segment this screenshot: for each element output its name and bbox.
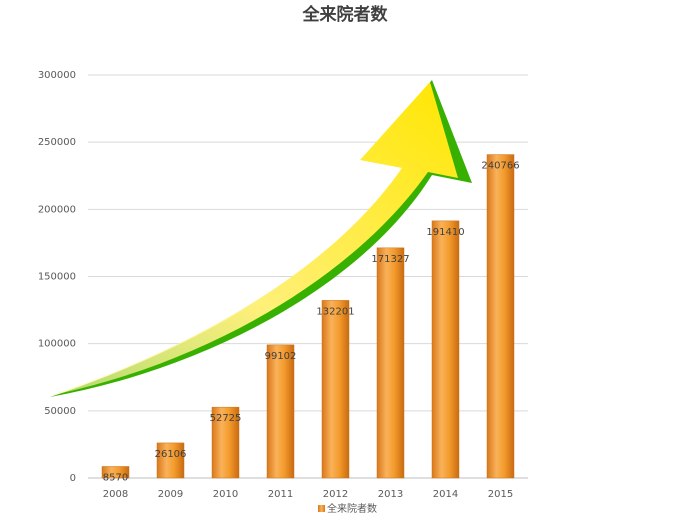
data-label-2015: 240766 bbox=[481, 161, 519, 172]
legend-swatch bbox=[318, 505, 325, 512]
x-tick-label: 2015 bbox=[488, 489, 513, 500]
data-label-2014: 191410 bbox=[426, 227, 464, 238]
x-axis-ticks: 2008 2009 2010 2011 2012 2013 2014 2015 bbox=[103, 489, 513, 500]
x-tick-label: 2014 bbox=[433, 489, 458, 500]
growth-arrow-icon bbox=[48, 80, 472, 397]
x-tick-label: 2010 bbox=[213, 489, 238, 500]
data-label-2013: 171327 bbox=[371, 254, 409, 265]
y-tick-label: 0 bbox=[70, 473, 76, 484]
y-tick-label: 250000 bbox=[38, 137, 76, 148]
x-tick-label: 2013 bbox=[378, 489, 403, 500]
y-tick-label: 300000 bbox=[38, 70, 76, 81]
data-label-2009: 26106 bbox=[155, 449, 187, 460]
y-tick-label: 150000 bbox=[38, 272, 76, 283]
x-tick-label: 2009 bbox=[158, 489, 183, 500]
bar-2011 bbox=[266, 344, 295, 479]
x-tick-label: 2008 bbox=[103, 489, 128, 500]
arrow-yellow-body-icon bbox=[48, 82, 458, 396]
gridlines bbox=[88, 74, 528, 479]
legend-label: 全来院者数 bbox=[327, 502, 377, 515]
data-labels: 8570 26106 52725 99102 132201 171327 191410 240… bbox=[103, 161, 520, 484]
bar-2009 bbox=[156, 442, 185, 479]
x-tick-label: 2012 bbox=[323, 489, 348, 500]
data-label-2008: 8570 bbox=[103, 472, 128, 483]
data-label-2011: 99102 bbox=[265, 351, 297, 362]
y-tick-label: 100000 bbox=[38, 339, 76, 350]
chart-title: 全来院者数 bbox=[302, 4, 389, 25]
bars bbox=[101, 154, 515, 479]
x-tick-label: 2011 bbox=[268, 489, 293, 500]
bar-2014 bbox=[431, 220, 460, 479]
y-tick-label: 50000 bbox=[44, 406, 76, 417]
legend: 全来院者数 bbox=[318, 502, 377, 515]
bar-2015 bbox=[486, 154, 515, 479]
bar-2008 bbox=[101, 466, 130, 479]
bar-2012 bbox=[321, 300, 350, 479]
bar-2010 bbox=[211, 406, 240, 479]
data-label-2012: 132201 bbox=[316, 306, 354, 317]
y-tick-label: 200000 bbox=[38, 204, 76, 215]
y-axis-ticks: 0 50000 100000 150000 200000 250000 300000 bbox=[38, 70, 76, 484]
data-label-2010: 52725 bbox=[210, 413, 242, 424]
bar-2013 bbox=[376, 247, 405, 479]
